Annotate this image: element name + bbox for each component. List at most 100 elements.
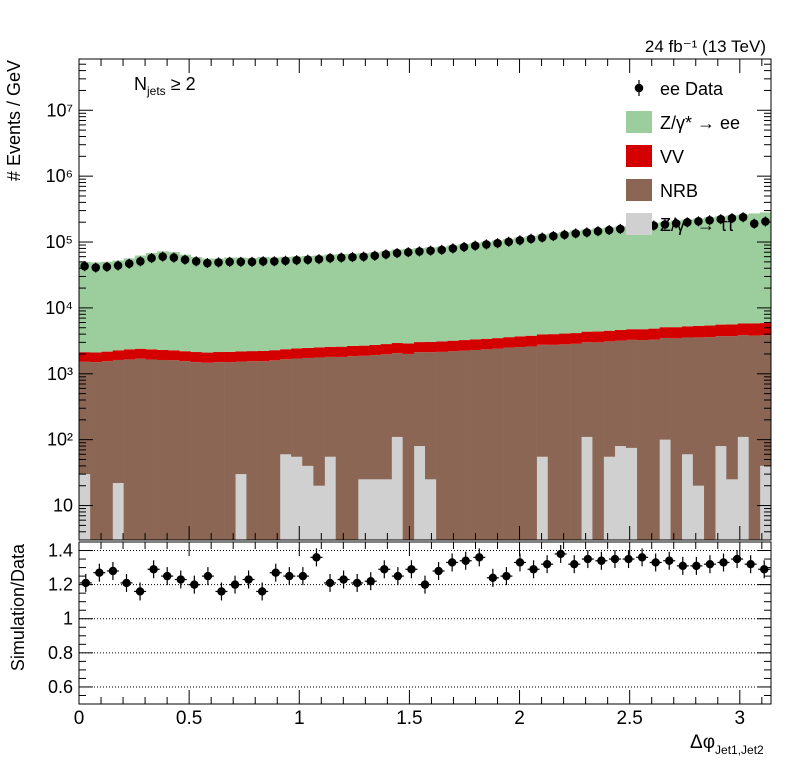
bar-vv	[291, 348, 303, 359]
bar-nrb	[425, 352, 437, 480]
data-point	[113, 261, 123, 270]
bar-dy_ee	[224, 257, 236, 352]
y-tick-label: 10⁵	[46, 232, 73, 252]
data-point	[258, 256, 268, 266]
x-tick-label: 0.5	[176, 708, 202, 729]
bar-dy_tautau	[391, 436, 403, 540]
bar-dy_ee	[570, 230, 582, 334]
bar-nrb	[570, 343, 582, 540]
bar-dy_ee	[469, 242, 482, 340]
bar-nrb	[291, 358, 303, 457]
ratio-point	[339, 575, 348, 584]
bar-nrb	[224, 362, 236, 540]
ratio-point	[312, 553, 321, 562]
bar-vv	[469, 339, 482, 350]
bar-vv	[603, 330, 616, 342]
bar-vv	[380, 344, 392, 355]
bar-dy_tautau	[425, 479, 437, 540]
bar-vv	[123, 349, 136, 360]
bar-vv	[212, 352, 225, 363]
bar-dy_ee	[279, 256, 292, 350]
bar-nrb	[704, 337, 716, 540]
ratio-plot-frame	[78, 541, 772, 705]
data-point	[102, 262, 112, 272]
bar-dy_tautau	[581, 436, 593, 540]
bar-nrb	[279, 359, 292, 455]
ratio-points	[79, 544, 771, 601]
ratio-point	[529, 565, 538, 574]
bar-vv	[302, 347, 314, 358]
ratio-point	[203, 571, 213, 581]
bar-dy_tautau	[737, 436, 749, 540]
bar-nrb	[436, 351, 448, 540]
data-point	[392, 248, 402, 258]
bar-dy_tautau	[235, 474, 247, 540]
ratio-point	[163, 571, 172, 581]
data-point	[582, 228, 592, 237]
bar-dy_tautau	[313, 485, 325, 540]
data-point	[214, 258, 223, 267]
bar-dy_ee	[168, 252, 180, 351]
data-point	[426, 246, 435, 255]
bar-vv	[737, 323, 749, 336]
x-tick-label: 0	[74, 708, 85, 729]
bar-dy_ee	[547, 233, 560, 335]
bar-dy_tautau	[369, 479, 381, 540]
bar-dy_tautau	[291, 456, 303, 540]
bar-dy_ee	[201, 258, 214, 353]
ratio-point	[352, 578, 362, 588]
data-point	[437, 245, 447, 255]
bar-dy_ee	[480, 241, 493, 339]
bar-dy_ee	[491, 240, 504, 339]
y-tick-label: 10⁶	[46, 166, 73, 186]
x-tick-label: 1	[294, 708, 305, 729]
bar-vv	[257, 350, 270, 362]
ratio-point	[732, 554, 742, 564]
x-axis-label-main: Δφ	[690, 732, 715, 753]
bar-nrb	[469, 349, 482, 540]
bar-vv	[536, 334, 549, 345]
lumi-label: 24 fb⁻¹ (13 TeV)	[645, 37, 766, 56]
data-point	[694, 217, 703, 226]
x-tick-label: 3	[735, 708, 746, 729]
bar-vv	[224, 351, 236, 363]
bar-vv	[358, 345, 370, 356]
bar-vv	[704, 325, 716, 338]
ratio-point	[325, 578, 335, 588]
bar-dy_ee	[637, 223, 649, 330]
bar-dy_ee	[603, 227, 616, 331]
y-axis-label: # Events / GeV	[4, 60, 24, 181]
bar-dy_ee	[179, 254, 191, 352]
data-point	[682, 218, 692, 227]
bar-dy_ee	[157, 251, 169, 350]
ratio-point	[610, 554, 620, 564]
data-point	[80, 261, 89, 271]
data-point	[549, 231, 558, 241]
bar-dy_ee	[692, 218, 705, 326]
bar-dy_ee	[670, 220, 683, 328]
ratio-point	[705, 559, 715, 569]
data-point	[537, 233, 547, 242]
bar-vv	[157, 349, 169, 360]
bar-dy_ee	[346, 253, 359, 346]
ratio-point	[692, 561, 701, 571]
ratio-point	[637, 553, 647, 562]
stacked-histogram	[79, 212, 772, 540]
bar-dy_ee	[525, 235, 537, 336]
bar-dy_ee	[313, 255, 325, 348]
x-tick-label: 2	[514, 708, 525, 729]
bar-vv	[748, 323, 761, 336]
bar-dy_ee	[134, 255, 147, 349]
data-point	[325, 253, 335, 263]
bar-nrb	[190, 362, 203, 540]
bar-vv	[369, 344, 381, 356]
bar-dy_ee	[458, 244, 470, 341]
bar-vv	[201, 352, 214, 363]
data-point	[292, 255, 301, 265]
bar-nrb	[179, 361, 191, 540]
bar-nrb	[681, 337, 694, 455]
bar-nrb	[458, 350, 470, 540]
bar-vv	[447, 340, 459, 352]
bar-dy_tautau	[625, 447, 638, 540]
ratio-point	[434, 566, 443, 576]
